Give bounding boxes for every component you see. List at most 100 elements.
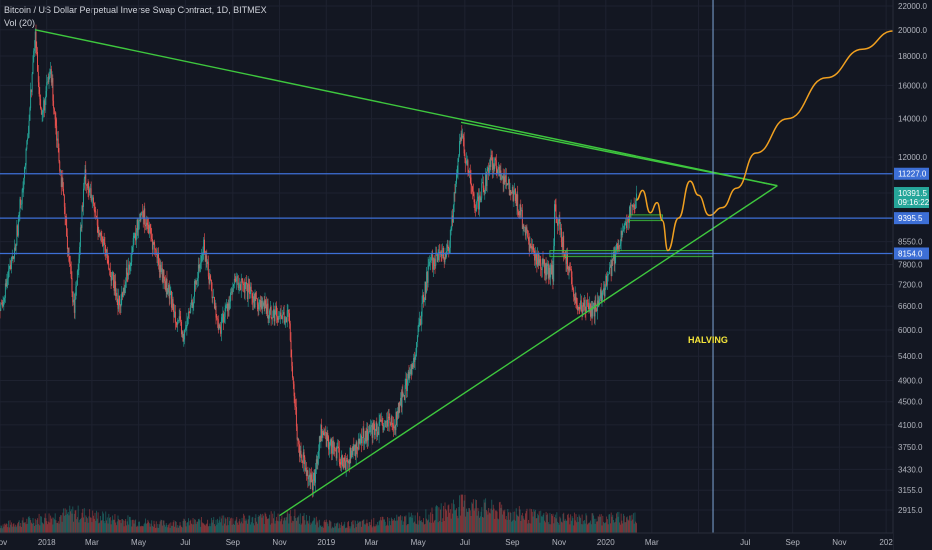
volume-bar-505 <box>386 524 388 533</box>
volume-bar-144 <box>109 517 111 533</box>
candle-710 <box>543 258 545 268</box>
candle-209 <box>159 258 161 281</box>
x-axis[interactable]: Nov2018MarMayJulSepNov2019MarMayJulSepNo… <box>0 532 893 550</box>
volume-bar-260 <box>198 518 200 533</box>
volume-bar-680 <box>520 521 522 533</box>
candle-448 <box>342 458 344 470</box>
volume-bar-65 <box>49 522 51 533</box>
volume-bar-306 <box>233 524 235 533</box>
symbol-title[interactable]: Bitcoin / US Dollar Perpetual Inverse Sw… <box>4 5 267 15</box>
volume-bar-548 <box>419 516 421 533</box>
trendlines[interactable] <box>35 29 778 517</box>
candle-245 <box>187 316 189 326</box>
candle-225 <box>171 291 173 310</box>
candle-803 <box>614 247 616 273</box>
candle-16 <box>11 249 13 262</box>
volume-bar-599 <box>458 507 460 533</box>
volume-bar-95 <box>72 506 74 533</box>
candle-526 <box>402 384 404 398</box>
x-tick-9: May <box>411 538 426 547</box>
volume-bar-665 <box>508 519 510 533</box>
candle-533 <box>407 369 409 386</box>
candle-222 <box>169 284 171 305</box>
volume-bar-92 <box>70 511 71 533</box>
volume-bar-506 <box>387 517 389 533</box>
candle-161 <box>122 287 124 298</box>
volume-bar-508 <box>388 518 390 533</box>
x-tick-5: Sep <box>226 538 241 547</box>
candle-373 <box>285 316 287 328</box>
candle-441 <box>337 439 339 449</box>
candle-166 <box>126 259 128 283</box>
volume-bar-657 <box>502 510 504 533</box>
volume-bar-538 <box>411 517 413 533</box>
volume-bar-356 <box>272 513 274 533</box>
candle-14 <box>10 260 12 271</box>
candle-430 <box>328 442 330 458</box>
volume-bar-245 <box>187 521 189 533</box>
volume-bar-638 <box>488 507 490 533</box>
horizontal-levels[interactable] <box>0 173 893 255</box>
x-tick-4: Jul <box>180 538 190 547</box>
volume-bar-250 <box>191 523 192 533</box>
volume-bar-721 <box>551 515 553 533</box>
candle-221 <box>168 280 170 306</box>
candle-11 <box>7 263 9 286</box>
vertical-marker[interactable]: 25 May '20 <box>695 0 731 548</box>
svg-text:7800.0: 7800.0 <box>898 261 923 270</box>
volume-bar-329 <box>251 517 253 533</box>
volume-bar-404 <box>309 515 310 533</box>
candle-643 <box>492 150 493 179</box>
volume-bar-350 <box>267 518 269 533</box>
candle-383 <box>292 376 294 390</box>
volume-bar-296 <box>226 525 228 533</box>
candle-159 <box>121 285 123 306</box>
candle-587 <box>449 240 451 255</box>
volume-bar-749 <box>573 525 575 533</box>
volume-bar-571 <box>436 506 438 533</box>
volume-bar-674 <box>515 508 517 533</box>
volume-bar-603 <box>461 494 463 533</box>
candle-171 <box>130 253 132 272</box>
candle-743 <box>568 265 570 280</box>
volume-bar-201 <box>153 520 155 533</box>
candle-308 <box>235 276 237 284</box>
volume-bar-825 <box>631 514 633 533</box>
candle-679 <box>519 203 521 220</box>
volume-bar-745 <box>570 514 572 533</box>
volume-bar-434 <box>331 526 333 533</box>
volume-bar-696 <box>532 516 534 533</box>
candle-406 <box>310 472 312 490</box>
candle-701 <box>536 253 538 273</box>
candle-764 <box>584 296 586 318</box>
candle-486 <box>371 423 373 445</box>
y-axis[interactable]: 22000.020000.018000.016000.014000.012000… <box>892 0 932 550</box>
candle-348 <box>266 296 267 317</box>
svg-text:202: 202 <box>879 538 893 547</box>
volume-bar-73 <box>55 520 57 533</box>
volume-bar-39 <box>29 518 31 533</box>
zones[interactable] <box>549 214 714 258</box>
volume-bar-308 <box>235 519 237 533</box>
candle-749 <box>573 287 575 302</box>
volume-bar-67 <box>50 518 52 533</box>
volume-bar-440 <box>336 523 338 533</box>
projection[interactable] <box>636 30 894 252</box>
candle-520 <box>397 402 399 419</box>
candle-597 <box>456 165 458 178</box>
svg-text:Mar: Mar <box>645 538 659 547</box>
volume-indicator-label[interactable]: Vol (20) <box>4 18 36 28</box>
volume-bar-140 <box>106 517 108 533</box>
volume-bar-552 <box>422 522 424 533</box>
candle-461 <box>352 443 354 459</box>
volume-bar-822 <box>629 515 631 533</box>
volume-bar-613 <box>469 508 470 533</box>
candle-3 <box>1 300 3 309</box>
candle-288 <box>220 321 222 337</box>
volume-bar-589 <box>450 518 452 533</box>
volume-bar-99 <box>75 510 77 533</box>
volume-bar-118 <box>89 517 91 533</box>
volume-bar-732 <box>560 518 562 533</box>
volume-bar-596 <box>456 508 457 533</box>
